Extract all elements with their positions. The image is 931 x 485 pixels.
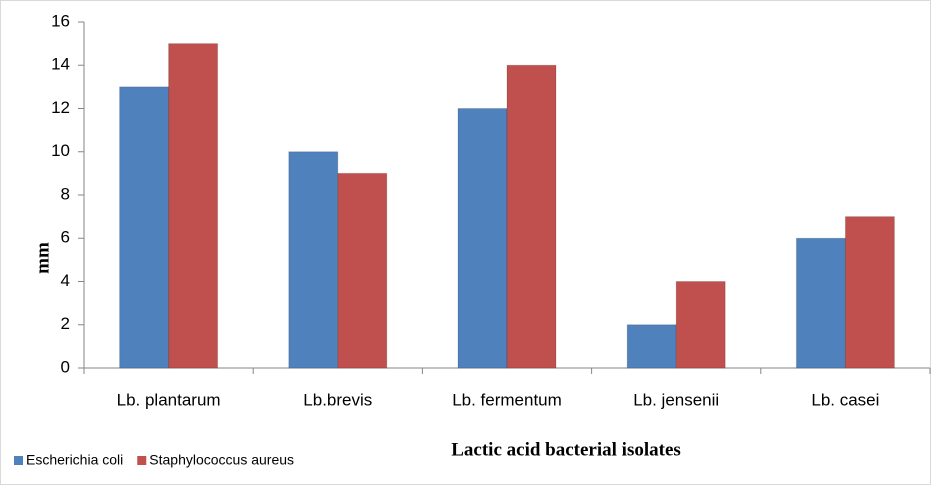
bar [506, 64, 557, 369]
y-tick-label: 0 [61, 357, 70, 376]
bar [168, 43, 219, 369]
x-tick-label: Lb. fermentum [452, 390, 562, 409]
bar [288, 151, 339, 369]
y-tick-label: 16 [51, 11, 70, 30]
legend-label: Escherichia coli [26, 452, 123, 468]
x-tick-label: Lb. casei [811, 390, 879, 409]
y-tick-label: 4 [61, 271, 70, 290]
bar [844, 216, 895, 369]
y-tick-label: 8 [61, 184, 70, 203]
y-tick-label: 14 [51, 55, 70, 74]
bar [795, 237, 846, 369]
bar [675, 281, 726, 369]
bar [337, 172, 388, 369]
legend-label: Staphylococcus aureus [149, 452, 294, 468]
y-tick-label: 12 [51, 98, 70, 117]
y-tick-label: 2 [61, 314, 70, 333]
legend-swatch [137, 456, 147, 465]
y-tick-label: 10 [51, 141, 70, 160]
legend-swatch [14, 456, 23, 465]
bar [457, 108, 508, 369]
bar [119, 86, 170, 369]
x-tick-label: Lb.brevis [303, 390, 372, 409]
x-tick-label: Lb. plantarum [117, 390, 221, 409]
y-tick-label: 6 [61, 228, 70, 247]
bar [626, 324, 677, 369]
y-axis-title: mm [32, 242, 53, 274]
x-tick-label: Lb. jensenii [633, 390, 719, 409]
x-axis-title: Lactic acid bacterial isolates [451, 439, 681, 460]
